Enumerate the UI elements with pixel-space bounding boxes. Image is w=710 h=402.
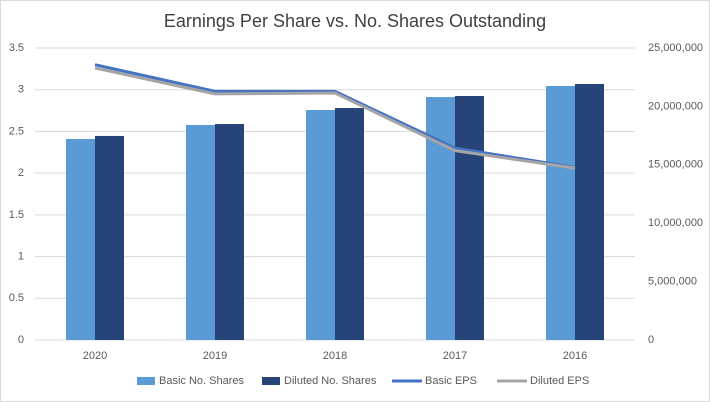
bar: [455, 96, 484, 341]
line-series: [94, 66, 576, 170]
x-tick-label: 2019: [203, 350, 227, 362]
y2-tick-label: 5,000,000: [648, 276, 697, 288]
x-tick-label: 2016: [563, 350, 587, 362]
legend-label: Basic EPS: [425, 375, 477, 387]
bar: [186, 124, 215, 341]
line-series: [94, 63, 576, 169]
bar: [306, 110, 335, 340]
bar: [546, 85, 575, 341]
y-tick-label: 3: [18, 84, 24, 96]
legend-swatch: [137, 377, 155, 385]
y2-tick-label: 25,000,000: [648, 42, 703, 54]
bar: [66, 138, 95, 340]
y-tick-label: 0: [18, 334, 24, 346]
legend-label: Basic No. Shares: [159, 375, 244, 387]
x-tick-label: 2018: [323, 350, 347, 362]
bar: [575, 83, 604, 341]
legend-label: Diluted No. Shares: [284, 375, 377, 387]
legend-swatch: [262, 377, 280, 385]
y-tick-label: 1.5: [9, 209, 24, 221]
legend-label: Diluted EPS: [530, 375, 589, 387]
y-tick-label: 2.5: [9, 125, 24, 137]
y-tick-label: 2: [18, 167, 24, 179]
bar: [215, 124, 244, 340]
chart-title: Earnings Per Share vs. No. Shares Outsta…: [164, 11, 546, 31]
x-tick-label: 2020: [83, 350, 107, 362]
y2-tick-label: 15,000,000: [648, 159, 703, 171]
bar: [95, 135, 124, 340]
bar: [426, 97, 455, 340]
y-tick-label: 1: [18, 250, 24, 262]
x-tick-label: 2017: [443, 350, 467, 362]
y-tick-label: 3.5: [9, 42, 24, 54]
y2-tick-label: 10,000,000: [648, 217, 703, 229]
y2-tick-label: 20,000,000: [648, 100, 703, 112]
bar: [335, 108, 364, 340]
y2-tick-label: 0: [648, 334, 654, 346]
y-tick-label: 0.5: [9, 292, 24, 304]
